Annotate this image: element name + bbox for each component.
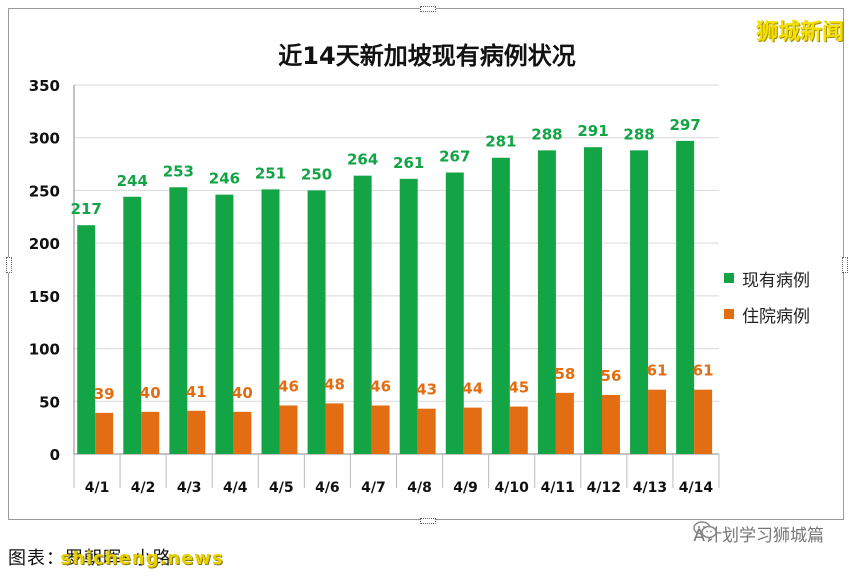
y-tick-label: 350 bbox=[29, 77, 60, 95]
data-label-current: 288 bbox=[531, 125, 562, 143]
data-label-current: 297 bbox=[669, 116, 700, 134]
data-label-hospital: 41 bbox=[186, 383, 207, 401]
bar-hospital bbox=[279, 405, 298, 454]
bar-current bbox=[261, 189, 280, 455]
legend-item-hospital: 住院病例 bbox=[724, 302, 810, 327]
data-label-hospital: 56 bbox=[601, 367, 622, 385]
y-tick-label: 200 bbox=[29, 235, 60, 253]
bar-hospital bbox=[233, 411, 252, 454]
x-tick-label: 4/8 bbox=[407, 480, 432, 496]
bar-current bbox=[353, 175, 372, 454]
chart-title: 近14天新加坡现有病例状况 bbox=[278, 42, 576, 70]
watermark-text: shicheng.news bbox=[60, 548, 224, 569]
bar-current bbox=[399, 178, 418, 454]
data-label-hospital: 48 bbox=[324, 375, 345, 393]
data-label-hospital: 46 bbox=[278, 378, 299, 396]
legend-item-current: 现有病例 bbox=[724, 266, 810, 291]
bar-hospital bbox=[141, 411, 160, 454]
x-tick-label: 4/2 bbox=[131, 480, 156, 496]
bar-current bbox=[445, 172, 464, 454]
resize-handle-bottom[interactable] bbox=[420, 518, 436, 524]
data-label-current: 251 bbox=[255, 164, 286, 182]
y-tick-label: 300 bbox=[29, 130, 60, 148]
bar-hospital bbox=[694, 389, 713, 454]
bar-current bbox=[77, 225, 96, 454]
chart-legend: 现有病例 住院病例 bbox=[724, 266, 810, 338]
bar-current bbox=[491, 157, 510, 454]
x-tick-label: 4/9 bbox=[453, 480, 478, 496]
data-label-hospital: 40 bbox=[140, 384, 161, 402]
data-label-current: 264 bbox=[347, 151, 378, 169]
data-label-current: 217 bbox=[71, 200, 102, 218]
x-tick-label: 4/12 bbox=[587, 480, 621, 496]
account-name: A计划学习狮城篇 bbox=[693, 526, 824, 546]
resize-handle-top[interactable] bbox=[420, 6, 436, 12]
bar-current bbox=[123, 196, 142, 455]
resize-handle-left[interactable] bbox=[6, 257, 12, 273]
bar-hospital bbox=[325, 403, 344, 454]
data-label-current: 253 bbox=[163, 162, 194, 180]
data-label-current: 291 bbox=[577, 122, 608, 140]
bar-current bbox=[537, 150, 556, 454]
source-credit: 图表：罗朝晖•小路 shicheng.news bbox=[8, 544, 224, 570]
y-tick-label: 50 bbox=[39, 393, 60, 411]
data-label-hospital: 58 bbox=[554, 365, 575, 383]
brand-logo: 狮城新闻 bbox=[755, 20, 844, 45]
bar-current bbox=[169, 187, 188, 454]
account-credit: A计划学习狮城篇 bbox=[693, 521, 824, 546]
x-tick-label: 4/1 bbox=[85, 480, 110, 496]
data-label-hospital: 40 bbox=[232, 384, 253, 402]
data-label-current: 250 bbox=[301, 165, 332, 183]
bar-hospital bbox=[555, 392, 574, 454]
legend-label-current: 现有病例 bbox=[742, 270, 810, 291]
wechat-icon bbox=[693, 521, 718, 539]
data-label-current: 244 bbox=[117, 172, 148, 190]
bar-hospital bbox=[187, 410, 206, 454]
y-tick-label: 100 bbox=[29, 341, 60, 359]
y-tick-label: 0 bbox=[50, 446, 60, 464]
data-label-hospital: 43 bbox=[416, 381, 437, 399]
legend-swatch-hospital bbox=[724, 309, 734, 319]
bar-current bbox=[584, 147, 602, 454]
data-label-hospital: 45 bbox=[508, 379, 529, 397]
bar-hospital bbox=[95, 412, 114, 454]
data-label-hospital: 44 bbox=[462, 380, 483, 398]
data-label-hospital: 61 bbox=[647, 362, 668, 380]
bar-current bbox=[630, 150, 649, 454]
bar-hospital bbox=[371, 405, 390, 454]
bar-hospital bbox=[648, 389, 667, 454]
data-label-current: 288 bbox=[623, 125, 654, 143]
data-label-hospital: 61 bbox=[693, 362, 714, 380]
x-tick-label: 4/3 bbox=[177, 480, 202, 496]
y-tick-label: 150 bbox=[29, 288, 60, 306]
data-label-hospital: 46 bbox=[370, 378, 391, 396]
data-label-current: 281 bbox=[485, 133, 516, 151]
x-tick-label: 4/14 bbox=[679, 480, 714, 496]
source-label: 图表：罗朝晖•小路 bbox=[8, 548, 172, 569]
bar-hospital bbox=[601, 394, 620, 454]
data-label-current: 261 bbox=[393, 154, 424, 172]
bar-current bbox=[307, 190, 326, 454]
x-tick-label: 4/5 bbox=[269, 480, 294, 496]
bar-hospital bbox=[509, 406, 528, 454]
x-tick-label: 4/13 bbox=[633, 480, 667, 496]
bar-current bbox=[676, 140, 695, 454]
bar-current bbox=[215, 194, 234, 454]
legend-label-hospital: 住院病例 bbox=[742, 306, 810, 327]
data-label-current: 246 bbox=[209, 170, 240, 188]
x-tick-label: 4/10 bbox=[495, 480, 530, 496]
data-label-hospital: 39 bbox=[94, 385, 115, 403]
bar-hospital bbox=[417, 408, 436, 454]
x-tick-label: 4/7 bbox=[361, 480, 386, 496]
x-tick-label: 4/11 bbox=[541, 480, 575, 496]
x-tick-label: 4/6 bbox=[315, 480, 340, 496]
legend-swatch-current bbox=[724, 273, 734, 283]
data-label-current: 267 bbox=[439, 148, 470, 166]
bar-hospital bbox=[463, 407, 482, 454]
y-tick-label: 250 bbox=[29, 182, 60, 200]
resize-handle-right[interactable] bbox=[842, 257, 848, 273]
x-tick-label: 4/4 bbox=[223, 480, 248, 496]
